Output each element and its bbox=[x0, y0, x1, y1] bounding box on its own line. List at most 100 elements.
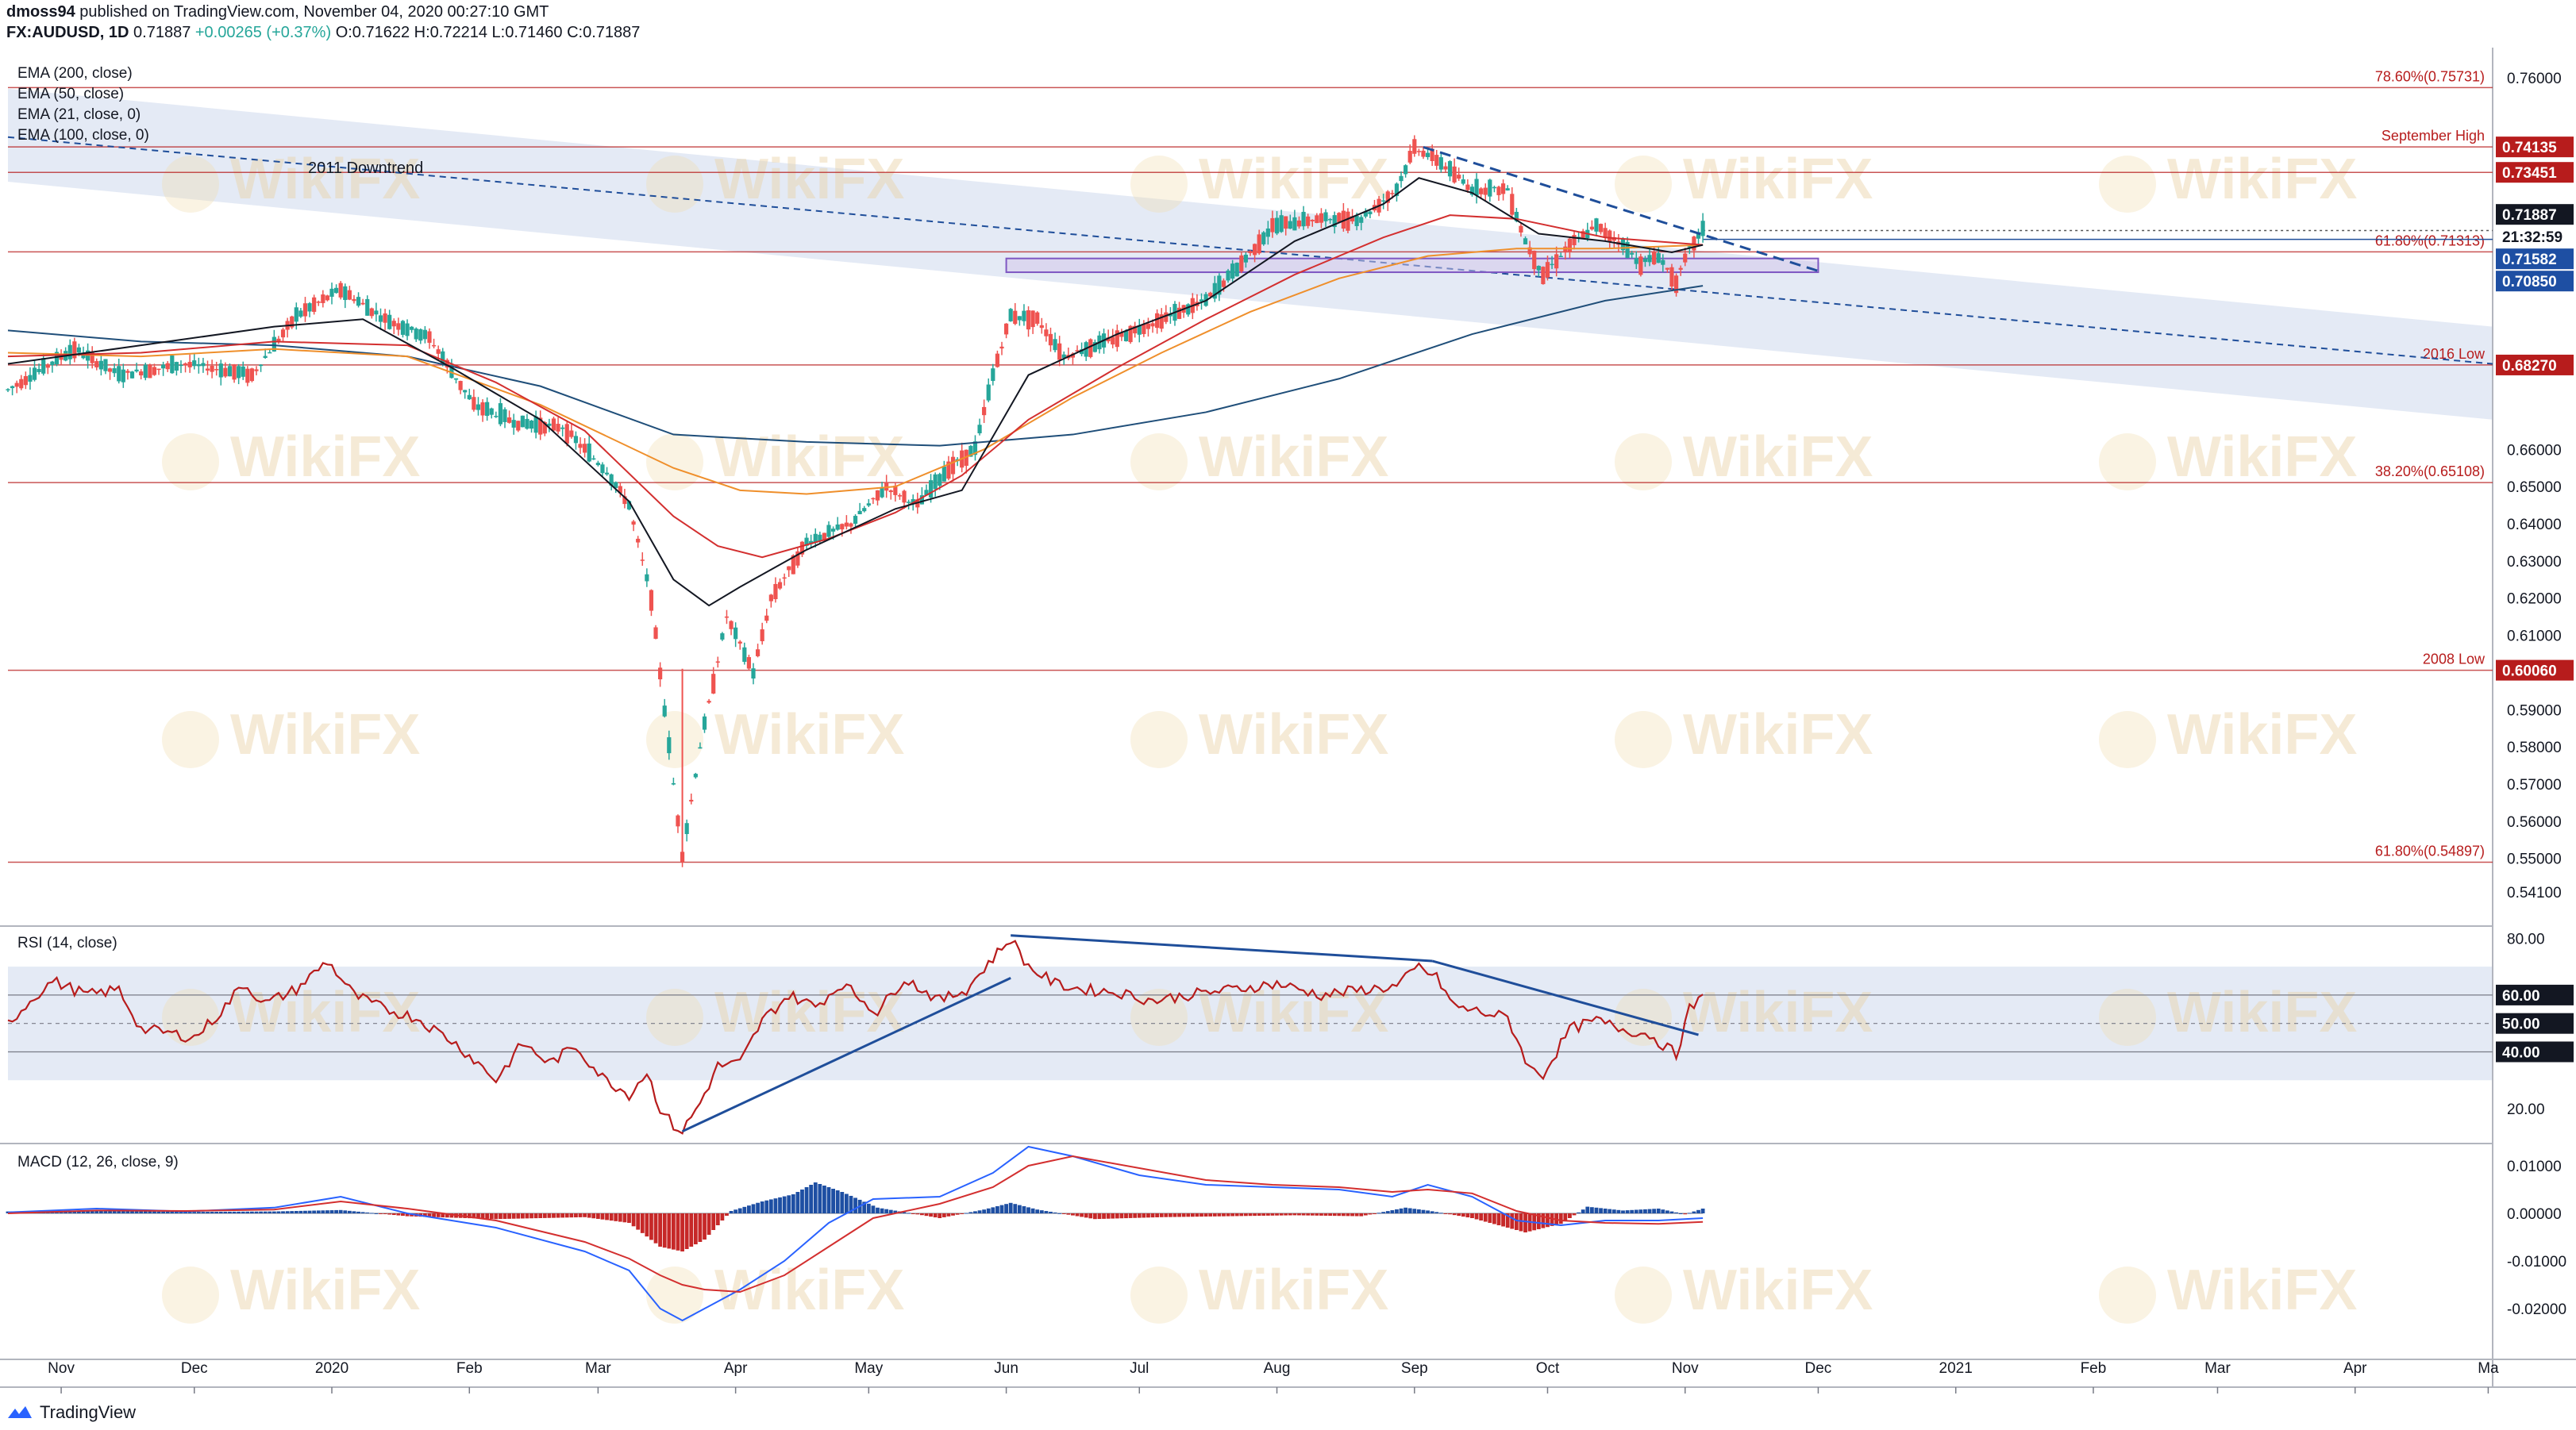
macd-histogram-bar[interactable] bbox=[1621, 1210, 1625, 1213]
candle[interactable] bbox=[573, 436, 579, 444]
candle[interactable] bbox=[441, 351, 445, 365]
indicator-legend-item[interactable]: EMA (50, close) bbox=[17, 86, 124, 102]
macd-histogram-bar[interactable] bbox=[591, 1213, 596, 1219]
macd-histogram-bar[interactable] bbox=[98, 1210, 103, 1213]
candle[interactable] bbox=[995, 353, 1000, 367]
macd-histogram-bar[interactable] bbox=[995, 1206, 999, 1213]
candle[interactable] bbox=[569, 430, 574, 437]
candle[interactable] bbox=[1176, 307, 1182, 319]
candle[interactable] bbox=[23, 375, 28, 386]
macd-histogram-bar[interactable] bbox=[1102, 1213, 1106, 1219]
macd-histogram-bar[interactable] bbox=[1572, 1213, 1577, 1216]
candle[interactable] bbox=[1234, 263, 1239, 277]
candle[interactable] bbox=[556, 424, 560, 432]
macd-histogram-bar[interactable] bbox=[1550, 1213, 1554, 1226]
candle[interactable] bbox=[1532, 251, 1537, 270]
candle[interactable] bbox=[45, 364, 50, 368]
candle[interactable] bbox=[897, 495, 903, 497]
macd-histogram-bar[interactable] bbox=[1190, 1213, 1195, 1217]
macd-histogram-bar[interactable] bbox=[1150, 1213, 1155, 1218]
macd-histogram-bar[interactable] bbox=[866, 1203, 871, 1213]
macd-histogram-bar[interactable] bbox=[583, 1213, 587, 1217]
candle[interactable] bbox=[1625, 241, 1630, 258]
candle[interactable] bbox=[1315, 215, 1319, 224]
candle[interactable] bbox=[941, 466, 946, 482]
candle[interactable] bbox=[143, 364, 148, 379]
candle[interactable] bbox=[387, 314, 392, 329]
candle[interactable] bbox=[1115, 330, 1119, 348]
candle[interactable] bbox=[223, 367, 228, 377]
candle[interactable] bbox=[547, 423, 552, 426]
macd-histogram-bar[interactable] bbox=[77, 1210, 81, 1213]
indicator-legend-item[interactable]: EMA (100, close, 0) bbox=[17, 127, 149, 144]
candle[interactable] bbox=[1461, 179, 1465, 184]
macd-histogram-bar[interactable] bbox=[1341, 1213, 1346, 1217]
macd-histogram-bar[interactable] bbox=[720, 1213, 725, 1220]
macd-histogram-bar[interactable] bbox=[1217, 1213, 1222, 1217]
candle[interactable] bbox=[880, 487, 884, 498]
macd-histogram-bar[interactable] bbox=[1634, 1209, 1638, 1214]
macd-histogram-bar[interactable] bbox=[1568, 1213, 1572, 1218]
candle[interactable] bbox=[595, 463, 600, 466]
candle[interactable] bbox=[325, 295, 330, 301]
macd-histogram-bar[interactable] bbox=[1589, 1207, 1594, 1213]
candle[interactable] bbox=[564, 424, 569, 444]
macd-histogram-bar[interactable] bbox=[108, 1210, 112, 1213]
macd-histogram-bar[interactable] bbox=[1159, 1213, 1164, 1217]
candle[interactable] bbox=[1186, 304, 1191, 315]
macd-histogram-bar[interactable] bbox=[520, 1213, 525, 1219]
candle[interactable] bbox=[520, 415, 525, 428]
candle[interactable] bbox=[977, 425, 982, 434]
candle[interactable] bbox=[396, 323, 401, 330]
macd-histogram-bar[interactable] bbox=[201, 1212, 206, 1213]
macd-histogram-bar[interactable] bbox=[1488, 1213, 1492, 1223]
macd-histogram-bar[interactable] bbox=[1443, 1213, 1448, 1214]
macd-histogram-bar[interactable] bbox=[1457, 1213, 1461, 1217]
macd-histogram-bar[interactable] bbox=[968, 1212, 973, 1213]
candle[interactable] bbox=[734, 627, 738, 640]
macd-histogram-bar[interactable] bbox=[143, 1211, 148, 1213]
macd-histogram-bar[interactable] bbox=[826, 1187, 831, 1213]
macd-histogram-bar[interactable] bbox=[1510, 1213, 1515, 1229]
macd-histogram-bar[interactable] bbox=[1399, 1208, 1404, 1213]
candle[interactable] bbox=[1634, 258, 1638, 264]
macd-histogram-bar[interactable] bbox=[156, 1211, 161, 1213]
candle[interactable] bbox=[849, 523, 853, 527]
macd-histogram-bar[interactable] bbox=[902, 1212, 907, 1213]
candle[interactable] bbox=[112, 368, 117, 374]
macd-histogram-bar[interactable] bbox=[480, 1213, 485, 1219]
macd-histogram-bar[interactable] bbox=[379, 1213, 383, 1214]
macd-histogram-bar[interactable] bbox=[1479, 1213, 1484, 1220]
candle[interactable] bbox=[254, 369, 259, 371]
rsi-panel[interactable]: RSI (14, close) bbox=[7, 934, 2493, 1135]
macd-histogram-bar[interactable] bbox=[1647, 1209, 1652, 1213]
candle[interactable] bbox=[129, 371, 135, 379]
macd-histogram-bar[interactable] bbox=[298, 1210, 303, 1213]
candle[interactable] bbox=[139, 371, 144, 376]
candle[interactable] bbox=[405, 323, 410, 336]
macd-histogram-bar[interactable] bbox=[734, 1209, 738, 1213]
macd-histogram-bar[interactable] bbox=[1004, 1204, 1008, 1213]
macd-histogram-bar[interactable] bbox=[245, 1211, 250, 1213]
candle[interactable] bbox=[702, 716, 707, 730]
candle[interactable] bbox=[720, 633, 725, 640]
candle[interactable] bbox=[799, 541, 805, 555]
macd-histogram-bar[interactable] bbox=[876, 1207, 880, 1213]
candle[interactable] bbox=[1469, 186, 1475, 195]
candle[interactable] bbox=[591, 458, 596, 460]
macd-histogram-bar[interactable] bbox=[347, 1210, 352, 1213]
macd-histogram-bar[interactable] bbox=[1643, 1209, 1647, 1213]
candle[interactable] bbox=[1057, 343, 1062, 360]
macd-histogram-bar[interactable] bbox=[1652, 1209, 1657, 1213]
macd-histogram-bar[interactable] bbox=[1625, 1210, 1630, 1213]
candle[interactable] bbox=[1514, 212, 1519, 221]
macd-histogram-bar[interactable] bbox=[1222, 1213, 1226, 1217]
candle[interactable] bbox=[1128, 325, 1133, 343]
macd-histogram-bar[interactable] bbox=[542, 1213, 547, 1218]
macd-histogram-bar[interactable] bbox=[533, 1213, 538, 1219]
macd-histogram-bar[interactable] bbox=[1106, 1213, 1111, 1219]
candle[interactable] bbox=[1567, 238, 1573, 252]
macd-histogram-bar[interactable] bbox=[276, 1211, 281, 1213]
candle[interactable] bbox=[161, 364, 166, 369]
macd-histogram-bar[interactable] bbox=[835, 1190, 840, 1213]
